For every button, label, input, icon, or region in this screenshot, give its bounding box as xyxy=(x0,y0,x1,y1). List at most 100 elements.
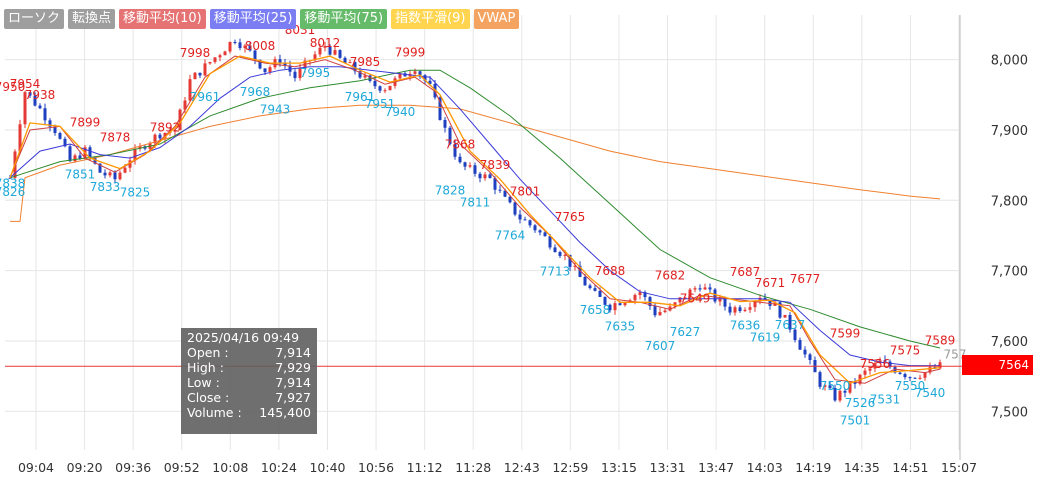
candle-body xyxy=(403,73,407,77)
candle-body xyxy=(158,134,162,139)
high-annotation: 7985 xyxy=(350,55,381,69)
legend-item-4[interactable]: 移動平均(75) xyxy=(300,9,388,29)
candle-body xyxy=(218,55,222,58)
x-tick-label: 14:19 xyxy=(795,460,831,475)
y-tick-label: 8,000 xyxy=(991,54,1028,69)
candle-body xyxy=(893,367,897,373)
candle-body xyxy=(283,63,287,66)
tooltip-low: 7,914 xyxy=(275,375,311,390)
candle-body xyxy=(923,372,927,378)
high-annotation: 7954 xyxy=(10,77,41,91)
candle-body xyxy=(783,314,787,318)
candle-body xyxy=(508,196,512,203)
x-tick-label: 10:56 xyxy=(358,460,394,475)
low-annotation: 7764 xyxy=(495,229,526,243)
legend-item-6[interactable]: VWAP xyxy=(473,9,520,29)
candle-body xyxy=(748,307,752,310)
candle-body xyxy=(243,45,247,49)
x-tick-label: 11:28 xyxy=(455,460,491,475)
candle-body xyxy=(483,174,487,179)
tooltip-high-label: High : xyxy=(187,360,224,375)
candle-body xyxy=(523,219,527,221)
candle-body xyxy=(203,63,207,76)
candle-body xyxy=(268,67,272,73)
low-annotation: 7658 xyxy=(580,303,611,317)
candle-body xyxy=(803,349,807,355)
candle-body xyxy=(653,306,657,316)
high-annotation: 7599 xyxy=(830,327,861,341)
candle-body xyxy=(423,75,427,81)
candle-body xyxy=(213,57,217,63)
candle-body xyxy=(183,100,187,110)
neutral-annotation: 757 xyxy=(944,348,967,362)
candle-body xyxy=(33,95,37,106)
tooltip-datetime: 2025/04/16 09:49 xyxy=(187,330,300,345)
candle-body xyxy=(338,50,342,58)
candle-body xyxy=(808,354,812,360)
candle-body xyxy=(463,162,467,167)
high-annotation: 7801 xyxy=(510,185,541,199)
candle-body xyxy=(98,163,102,173)
high-annotation: 7575 xyxy=(890,344,921,358)
candle-body xyxy=(478,173,482,179)
candle-body xyxy=(58,133,62,139)
ma10-line xyxy=(9,55,941,384)
high-annotation: 7998 xyxy=(180,46,211,60)
candle-body xyxy=(568,254,572,267)
candle-body xyxy=(583,276,587,286)
candle-body xyxy=(418,71,422,76)
high-annotation: 8012 xyxy=(310,36,341,50)
low-annotation: 7550 xyxy=(820,379,851,393)
tooltip-open-label: Open : xyxy=(187,345,229,360)
low-annotation: 7940 xyxy=(385,105,416,119)
candle-body xyxy=(223,51,227,56)
candle-body xyxy=(528,220,532,226)
ohlc-tooltip: 2025/04/16 09:49 Open : 7,914 High : 7,929… xyxy=(181,328,317,434)
low-annotation: 7531 xyxy=(870,393,901,407)
candle-body xyxy=(593,288,597,291)
high-annotation: 7868 xyxy=(445,137,476,151)
candle-body xyxy=(493,178,497,190)
tooltip-close-label: Close : xyxy=(187,390,230,405)
candle-body xyxy=(648,297,652,307)
candle-body xyxy=(278,59,282,64)
low-annotation: 7943 xyxy=(260,103,291,117)
candle-body xyxy=(723,298,727,307)
candle-body xyxy=(718,298,722,302)
high-annotation: 7878 xyxy=(100,130,131,144)
candle-body xyxy=(823,385,827,387)
x-tick-label: 09:36 xyxy=(115,460,151,475)
candle-body xyxy=(738,307,742,311)
legend-item-5[interactable]: 指数平滑(9) xyxy=(391,9,470,29)
candle-body xyxy=(133,148,137,161)
high-annotation: 7999 xyxy=(395,45,426,59)
candle-body xyxy=(8,177,12,179)
candle-body xyxy=(793,329,797,341)
candle-body xyxy=(428,80,432,84)
candle-body xyxy=(53,126,57,134)
candle-body xyxy=(728,306,732,313)
legend-item-0[interactable]: ローソク xyxy=(4,9,65,29)
candle-body xyxy=(313,54,317,61)
candle-body xyxy=(208,62,212,64)
candle-body xyxy=(753,301,757,308)
candle-body xyxy=(238,42,242,49)
low-annotation: 7828 xyxy=(435,184,466,198)
candle-body xyxy=(248,45,252,51)
candle-body xyxy=(618,303,622,306)
candle-body xyxy=(638,292,642,295)
legend-item-2[interactable]: 移動平均(10) xyxy=(119,9,206,29)
candle-body xyxy=(868,368,872,371)
legend-item-1[interactable]: 転換点 xyxy=(68,9,116,29)
candle-body xyxy=(888,361,892,368)
candle-body xyxy=(113,172,117,180)
candle-body xyxy=(63,138,67,147)
current-price-tag: 7564 xyxy=(962,355,1033,375)
y-tick-label: 7,900 xyxy=(991,124,1028,139)
high-annotation: 7682 xyxy=(655,268,686,282)
tooltip-high: 7,929 xyxy=(275,360,311,375)
legend-item-3[interactable]: 移動平均(25) xyxy=(209,9,297,29)
x-tick-label: 10:40 xyxy=(309,460,345,475)
